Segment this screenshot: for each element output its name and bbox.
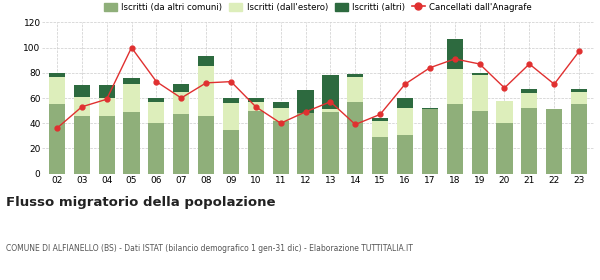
- Bar: [272, 121, 289, 174]
- Bar: [546, 109, 562, 174]
- Bar: [98, 98, 115, 116]
- Bar: [322, 75, 338, 109]
- Bar: [148, 123, 164, 174]
- Bar: [124, 112, 140, 174]
- Bar: [521, 89, 538, 93]
- Bar: [521, 108, 538, 174]
- Bar: [372, 121, 388, 137]
- Bar: [198, 66, 214, 116]
- Bar: [148, 102, 164, 123]
- Bar: [49, 104, 65, 174]
- Bar: [472, 111, 488, 174]
- Bar: [496, 123, 512, 174]
- Bar: [74, 85, 90, 97]
- Bar: [173, 114, 190, 174]
- Bar: [124, 84, 140, 112]
- Bar: [372, 137, 388, 174]
- Bar: [248, 111, 264, 174]
- Bar: [347, 76, 364, 102]
- Bar: [74, 116, 90, 174]
- Bar: [397, 98, 413, 108]
- Bar: [422, 109, 438, 174]
- Bar: [472, 73, 488, 75]
- Bar: [49, 76, 65, 104]
- Bar: [571, 92, 587, 104]
- Bar: [298, 113, 314, 174]
- Bar: [322, 109, 338, 112]
- Text: Flusso migratorio della popolazione: Flusso migratorio della popolazione: [6, 196, 275, 209]
- Bar: [347, 74, 364, 76]
- Bar: [198, 116, 214, 174]
- Bar: [446, 69, 463, 104]
- Bar: [198, 56, 214, 66]
- Bar: [173, 84, 190, 92]
- Bar: [98, 116, 115, 174]
- Bar: [124, 78, 140, 84]
- Bar: [74, 97, 90, 116]
- Bar: [223, 98, 239, 103]
- Bar: [496, 101, 512, 123]
- Bar: [272, 108, 289, 121]
- Bar: [148, 98, 164, 102]
- Bar: [173, 92, 190, 114]
- Bar: [571, 104, 587, 174]
- Bar: [472, 75, 488, 111]
- Bar: [49, 73, 65, 76]
- Bar: [298, 90, 314, 113]
- Legend: Iscritti (da altri comuni), Iscritti (dall'estero), Iscritti (altri), Cancellati: Iscritti (da altri comuni), Iscritti (da…: [101, 0, 535, 15]
- Bar: [446, 104, 463, 174]
- Bar: [571, 89, 587, 92]
- Bar: [397, 135, 413, 174]
- Bar: [223, 103, 239, 129]
- Bar: [322, 112, 338, 174]
- Text: COMUNE DI ALFIANELLO (BS) - Dati ISTAT (bilancio demografico 1 gen-31 dic) - Ela: COMUNE DI ALFIANELLO (BS) - Dati ISTAT (…: [6, 244, 413, 253]
- Bar: [272, 102, 289, 108]
- Bar: [446, 39, 463, 69]
- Bar: [521, 93, 538, 108]
- Bar: [248, 102, 264, 111]
- Bar: [372, 118, 388, 121]
- Bar: [422, 108, 438, 109]
- Bar: [223, 129, 239, 174]
- Bar: [347, 102, 364, 174]
- Bar: [248, 98, 264, 102]
- Bar: [397, 108, 413, 135]
- Bar: [98, 85, 115, 98]
